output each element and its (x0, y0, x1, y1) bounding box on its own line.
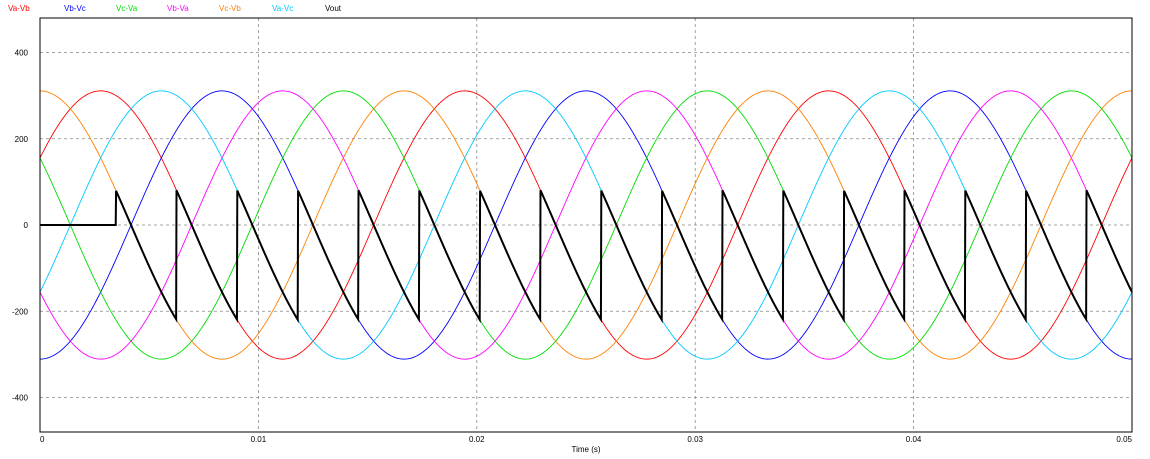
y-axis: 400 200 0 -200 -400 (12, 49, 29, 403)
y-tick-label: 0 (24, 221, 29, 230)
x-axis-label: Time (s) (571, 445, 600, 454)
series-line (39, 90, 1133, 360)
y-tick-label: 400 (15, 49, 29, 58)
legend-entry: Vc-Va (116, 4, 138, 13)
legend-entry: Vb-Vc (64, 4, 86, 13)
series-line-vout (40, 189, 1133, 324)
x-tick-label: 0.01 (251, 435, 267, 444)
plot-frame (39, 17, 1133, 433)
y-tick-label: 200 (15, 135, 29, 144)
legend-entry: Vb-Va (167, 4, 189, 13)
legend: Va-Vb Vb-Vc Vc-Va Vb-Va Vc-Vb Va-Vc Vout (8, 4, 342, 13)
x-tick-label: 0.04 (906, 435, 922, 444)
grid (40, 18, 1132, 432)
legend-entry: Va-Vc (272, 4, 293, 13)
legend-entry: Va-Vb (8, 4, 30, 13)
series-line (39, 90, 1133, 360)
series-line (39, 90, 1133, 360)
legend-entry: Vc-Vb (219, 4, 241, 13)
x-axis: 0 0.01 0.02 0.03 0.04 0.05 (40, 435, 1133, 444)
y-tick-label: -200 (12, 307, 29, 316)
series-group (39, 90, 1133, 360)
y-tick-label: -400 (12, 394, 29, 403)
x-tick-label: 0.03 (687, 435, 703, 444)
x-tick-label: 0.02 (469, 435, 485, 444)
x-tick-label: 0.05 (1116, 435, 1132, 444)
x-tick-label: 0 (40, 435, 45, 444)
legend-entry: Vout (325, 4, 342, 13)
